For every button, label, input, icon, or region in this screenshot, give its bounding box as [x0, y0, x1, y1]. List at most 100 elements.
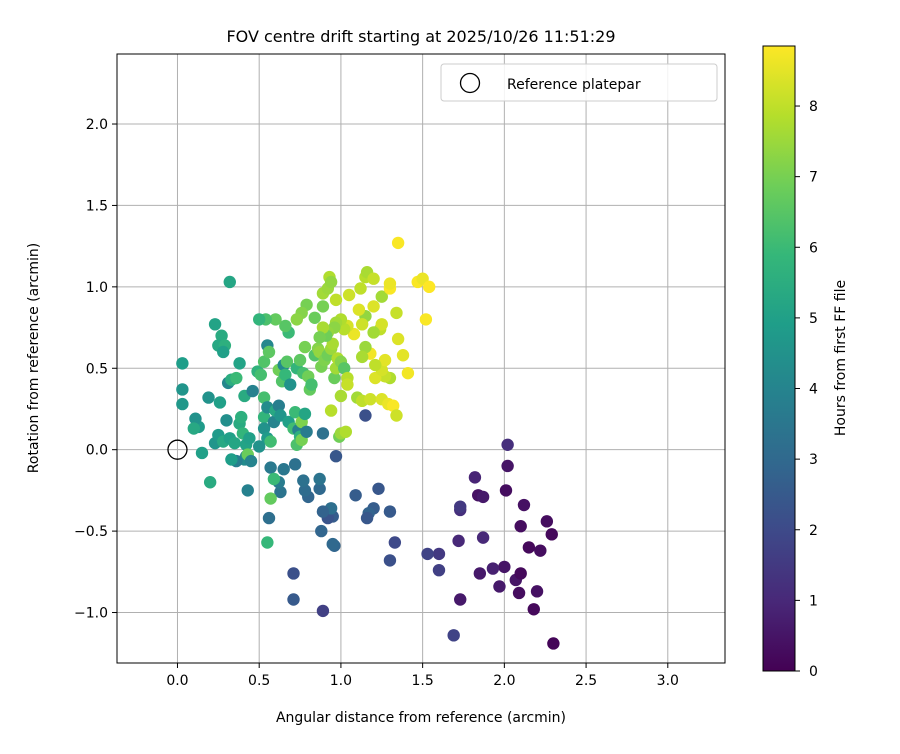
scatter-point	[274, 485, 287, 499]
scatter-point	[308, 311, 321, 324]
scatter-point	[220, 414, 233, 427]
x-tick-label: 1.5	[412, 673, 434, 689]
scatter-point	[545, 528, 558, 541]
scatter-point	[203, 476, 217, 489]
scatter-point	[375, 290, 388, 303]
scatter-point	[522, 541, 536, 554]
scatter-point	[243, 432, 256, 445]
scatter-point	[329, 450, 343, 463]
scatter-point	[284, 378, 297, 391]
scatter-point	[498, 560, 511, 574]
scatter-point	[339, 425, 353, 438]
scatter-point	[375, 318, 388, 331]
scatter-point	[287, 567, 300, 580]
y-tick-label: 1.0	[86, 280, 108, 296]
plot-area-frame	[116, 53, 726, 664]
scatter-point	[391, 236, 405, 250]
scatter-point	[264, 492, 277, 505]
scatter-point	[360, 511, 374, 525]
x-tick-label: 0.0	[166, 673, 188, 689]
scatter-point	[195, 446, 209, 460]
scatter-point	[349, 489, 362, 502]
scatter-point	[514, 567, 527, 580]
scatter-point	[355, 318, 369, 331]
scatter-point	[228, 436, 241, 450]
scatter-point	[213, 396, 227, 409]
scatter-point	[233, 357, 246, 370]
scatter-point	[499, 484, 513, 497]
scatter-point	[324, 275, 338, 289]
colorbar-label: Hours from first FF file	[833, 280, 849, 436]
scatter-point	[547, 637, 560, 650]
scatter-point	[298, 484, 312, 497]
scatter-point	[355, 350, 369, 364]
scatter-point	[298, 407, 312, 421]
scatter-point	[387, 399, 400, 412]
scatter-point	[264, 435, 277, 448]
legend: Reference platepar	[440, 63, 718, 102]
scatter-point	[383, 277, 397, 290]
scatter-point	[316, 321, 330, 334]
scatter-point	[486, 562, 500, 575]
x-tick-label: 0.5	[248, 673, 270, 689]
x-tick-label: 2.0	[493, 673, 515, 689]
scatter-point	[369, 358, 382, 372]
colorbar-tick-label: 3	[809, 452, 818, 468]
scatter-point	[208, 318, 222, 331]
scatter-point	[352, 303, 366, 316]
scatter-point	[305, 378, 318, 391]
scatter-point	[334, 389, 348, 403]
scatter-point	[241, 484, 254, 497]
scatter-point	[337, 362, 351, 375]
scatter-point	[364, 393, 377, 406]
scatter-point	[257, 422, 271, 435]
colorbar-tick-label: 2	[809, 523, 818, 539]
scatter-point	[390, 409, 403, 422]
colorbar-tick-label: 6	[809, 240, 818, 256]
scatter-point	[540, 515, 554, 528]
chart-title: FOV centre drift starting at 2025/10/26 …	[226, 27, 615, 46]
scatter-point	[342, 288, 356, 302]
y-tick-label: 0.0	[86, 443, 108, 459]
scatter-point	[277, 463, 290, 476]
x-tick-label: 3.0	[657, 673, 679, 689]
scatter-point	[432, 563, 446, 577]
scatter-point	[293, 353, 307, 367]
scatter-point	[297, 474, 310, 487]
scatter-point	[176, 397, 189, 411]
scatter-point	[473, 567, 487, 580]
colorbar-tick-label: 8	[809, 99, 818, 115]
scatter-point	[512, 586, 526, 600]
scatter-point	[341, 378, 354, 391]
colorbar: 0 1 2 3 4 5 6 7 8 Hours from first FF file	[762, 45, 849, 680]
scatter-point	[530, 585, 544, 598]
scatter-point	[176, 383, 189, 396]
scatter-point	[288, 406, 302, 419]
scatter-point	[290, 313, 303, 326]
x-tick-label: 1.0	[330, 673, 352, 689]
scatter-point	[367, 272, 380, 285]
scatter-point	[454, 500, 467, 513]
colorbar-tick-label: 1	[809, 593, 818, 609]
grid	[117, 54, 725, 663]
x-axis-label: Angular distance from reference (arcmin)	[276, 710, 566, 726]
scatter-point	[326, 537, 339, 551]
scatter-point	[189, 412, 202, 425]
scatter-point	[287, 593, 300, 606]
scatter-point	[517, 498, 531, 512]
scatter-point	[432, 547, 446, 561]
scatter-point	[279, 319, 292, 333]
scatter-point	[367, 300, 380, 313]
scatter-point	[328, 371, 341, 385]
scatter-point	[476, 490, 490, 504]
scatter-point	[298, 340, 312, 354]
scatter-point	[225, 453, 238, 466]
data-points	[176, 236, 560, 650]
scatter-point	[202, 391, 215, 404]
scatter-point	[223, 275, 236, 289]
scatter-point	[215, 329, 228, 342]
scatter-point	[264, 461, 277, 474]
scatter-point	[447, 629, 460, 642]
y-axis-label: Rotation from reference (arcmin)	[26, 243, 42, 473]
scatter-point	[235, 410, 248, 424]
